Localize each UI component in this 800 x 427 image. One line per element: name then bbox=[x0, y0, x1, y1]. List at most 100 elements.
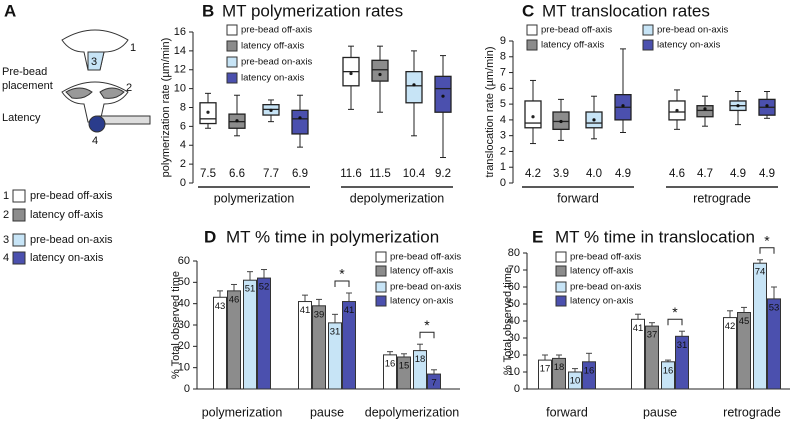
legend-swatch bbox=[375, 265, 387, 277]
chart-title: MT translocation rates bbox=[542, 1, 710, 20]
value-label: 31 bbox=[330, 326, 341, 337]
legend-swatch bbox=[12, 251, 26, 265]
y-tick-label: 0 bbox=[184, 383, 190, 395]
y-tick-label: 2 bbox=[180, 158, 186, 170]
mean-label: 4.2 bbox=[525, 168, 541, 180]
x-tick-label: pause bbox=[643, 405, 677, 419]
off-axis-region bbox=[65, 87, 125, 99]
panel-label: B bbox=[202, 1, 214, 20]
legend-swatch bbox=[642, 39, 654, 51]
legend-label: pre-bead off-axis bbox=[30, 190, 113, 202]
panel-a: A Pre-bead placement Latency 1 3 2 4 bbox=[2, 1, 151, 147]
y-tick-label: 8 bbox=[180, 101, 186, 113]
y-tick-label: 6 bbox=[500, 82, 506, 94]
mean-label: 9.2 bbox=[435, 168, 451, 180]
significance-label: * bbox=[424, 317, 430, 333]
mean-label: 4.7 bbox=[697, 168, 713, 180]
diagram-number: 3 bbox=[91, 56, 97, 68]
legend-label: pre-bead off-axis bbox=[390, 252, 461, 263]
x-tick-label: depolymerization bbox=[350, 191, 445, 205]
chart-title: MT % time in polymerization bbox=[226, 227, 439, 246]
y-tick-label: 2 bbox=[500, 145, 506, 157]
legend-swatch bbox=[642, 24, 654, 36]
mean-label: 6.6 bbox=[229, 168, 245, 180]
value-label: 18 bbox=[554, 362, 565, 373]
legend-number: 4 bbox=[3, 252, 9, 264]
panel-label: A bbox=[4, 1, 16, 20]
y-tick-label: 30 bbox=[178, 319, 190, 331]
significance-label: * bbox=[672, 304, 678, 320]
bar bbox=[342, 301, 356, 390]
y-tick-label: 50 bbox=[178, 276, 190, 288]
y-tick-label: 3 bbox=[500, 130, 506, 142]
panel-label: E bbox=[532, 227, 543, 246]
value-label: 41 bbox=[300, 305, 311, 316]
bar bbox=[397, 356, 411, 390]
bar bbox=[298, 301, 312, 390]
bar bbox=[427, 373, 441, 390]
mean-label: 11.5 bbox=[369, 168, 391, 180]
diagram-number: 4 bbox=[92, 135, 98, 147]
legend-label: pre-bead off-axis bbox=[241, 25, 312, 36]
y-tick-label: 7 bbox=[500, 66, 506, 78]
y-tick-label: 50 bbox=[508, 298, 520, 310]
legend-label: latency off-axis bbox=[541, 40, 604, 51]
mean-label: 10.4 bbox=[403, 168, 426, 180]
x-tick-label: polymerization bbox=[214, 191, 295, 205]
value-label: 17 bbox=[540, 364, 551, 375]
mean-label: 7.7 bbox=[263, 168, 279, 180]
y-tick-label: 0 bbox=[180, 177, 186, 189]
y-tick-label: 10 bbox=[174, 83, 186, 95]
legend-swatch bbox=[555, 265, 567, 277]
x-tick-label: depolymerization bbox=[365, 405, 460, 419]
y-tick-label: 16 bbox=[174, 26, 186, 38]
bar bbox=[243, 279, 257, 390]
diagram-label: Latency bbox=[2, 112, 41, 124]
mean-label: 3.9 bbox=[553, 168, 569, 180]
box bbox=[371, 59, 389, 82]
legend-label: pre-bead on-axis bbox=[390, 282, 462, 293]
y-tick-label: 0 bbox=[514, 383, 520, 395]
significance-label: * bbox=[339, 266, 345, 282]
bar bbox=[723, 317, 737, 390]
y-tick-label: 20 bbox=[178, 340, 190, 352]
mean-marker bbox=[206, 110, 210, 114]
panel-label: C bbox=[522, 1, 534, 20]
value-label: 42 bbox=[725, 321, 736, 332]
y-tick-label: 10 bbox=[508, 366, 520, 378]
mean-marker bbox=[736, 104, 740, 108]
legend-label: latency off-axis bbox=[390, 266, 453, 277]
legend-label: latency off-axis bbox=[241, 41, 304, 52]
bar bbox=[538, 359, 552, 390]
legend-swatch bbox=[526, 39, 538, 51]
mean-marker bbox=[621, 104, 625, 108]
bar bbox=[675, 335, 689, 390]
legend-swatch bbox=[226, 24, 238, 36]
value-label: 46 bbox=[229, 294, 240, 305]
x-tick-label: forward bbox=[557, 191, 599, 205]
bar bbox=[257, 277, 271, 390]
legend-swatch bbox=[226, 40, 238, 52]
bead bbox=[88, 115, 106, 133]
y-tick-label: 70 bbox=[508, 264, 520, 276]
legend-number: 3 bbox=[3, 234, 9, 246]
y-tick-label: 6 bbox=[180, 120, 186, 132]
y-tick-label: 8 bbox=[500, 51, 506, 63]
value-label: 16 bbox=[584, 365, 595, 376]
mean-label: 11.6 bbox=[340, 168, 362, 180]
bar bbox=[737, 312, 751, 390]
value-label: 16 bbox=[663, 365, 674, 376]
bar bbox=[568, 371, 582, 390]
value-label: 39 bbox=[314, 309, 325, 320]
bar bbox=[413, 350, 427, 390]
value-label: 18 bbox=[415, 354, 426, 365]
bar bbox=[328, 322, 342, 390]
x-tick-label: pause bbox=[310, 405, 344, 419]
legend-label: latency off-axis bbox=[570, 266, 633, 277]
legend-swatch bbox=[226, 72, 238, 84]
y-tick-label: 4 bbox=[500, 114, 506, 126]
mean-marker bbox=[559, 119, 563, 124]
mean-marker bbox=[531, 115, 535, 119]
bar bbox=[645, 325, 659, 390]
